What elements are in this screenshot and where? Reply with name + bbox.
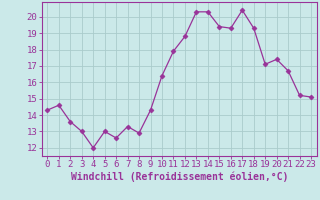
X-axis label: Windchill (Refroidissement éolien,°C): Windchill (Refroidissement éolien,°C) (70, 172, 288, 182)
